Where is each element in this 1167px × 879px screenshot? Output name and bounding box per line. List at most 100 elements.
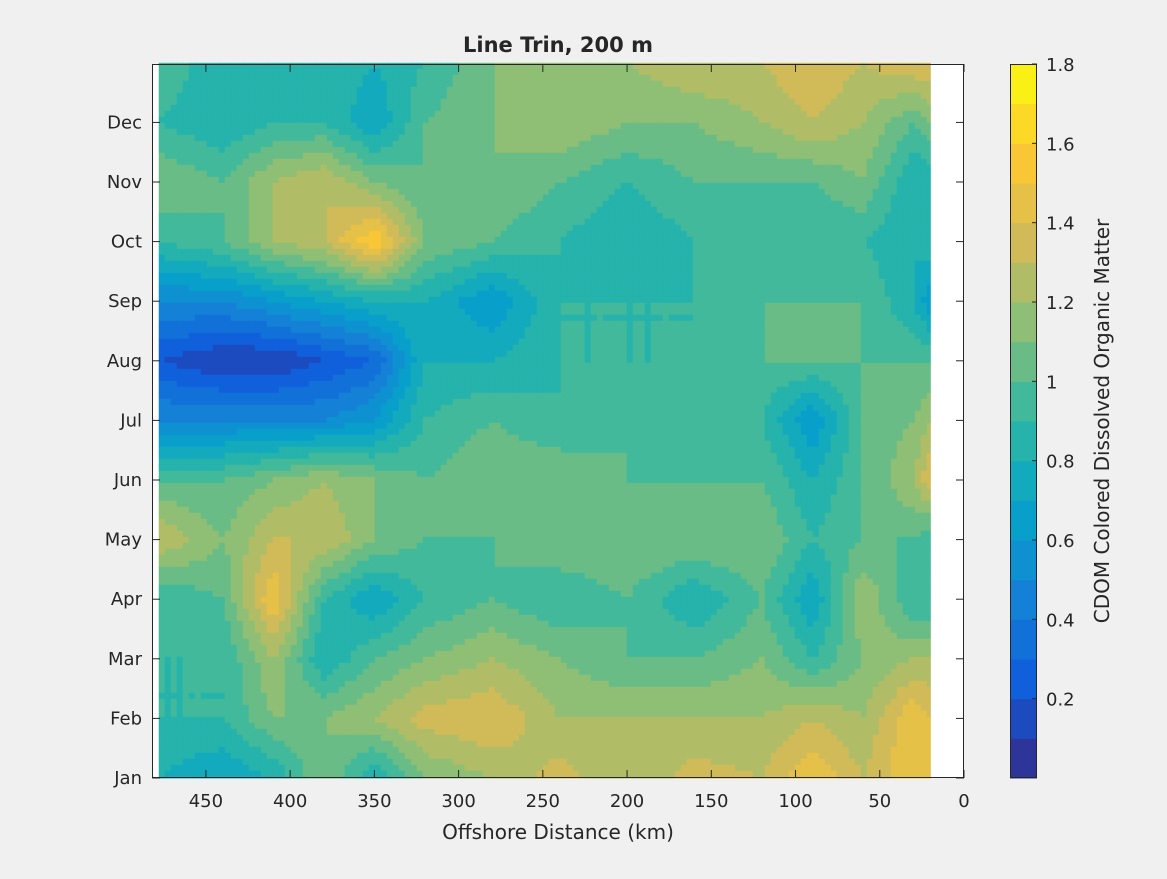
contour-cell [765,123,772,130]
contour-cell [309,135,316,142]
contour-cell [327,291,334,298]
contour-cell [807,195,814,202]
contour-cell [747,267,754,274]
contour-cell [387,189,394,196]
contour-cell [213,243,220,250]
contour-cell [465,219,472,226]
contour-cell [675,177,682,184]
contour-cell [513,225,520,232]
contour-cell [393,165,400,172]
contour-cell [777,81,784,88]
contour-cell [801,135,808,142]
contour-cell [873,243,880,250]
contour-cell [537,147,544,154]
contour-cell [327,213,334,220]
contour-cell [645,87,652,94]
contour-cell [669,75,676,82]
contour-cell [687,273,694,280]
contour-cell [813,285,820,292]
contour-cell [399,81,406,88]
contour-cell [765,159,772,166]
contour-cell [417,273,424,280]
contour-cell [867,87,874,94]
contour-cell [879,87,886,94]
contour-cell [621,213,628,220]
contour-cell [837,189,844,196]
contour-cell [501,135,508,142]
contour-cell [159,159,166,166]
contour-cell [849,123,856,130]
contour-cell [459,285,466,292]
contour-cell [465,75,472,82]
contour-cell [585,183,592,190]
contour-cell [249,123,256,130]
contour-cell [291,279,298,286]
contour-cell [375,69,382,76]
contour-cell [777,105,784,112]
contour-cell [531,105,538,112]
contour-cell [315,231,322,238]
contour-cell [177,207,184,214]
contour-cell [495,153,502,160]
contour-cell [657,153,664,160]
contour-cell [747,87,754,94]
contour-cell [321,177,328,184]
contour-cell [615,279,622,286]
contour-cell [357,63,364,70]
contour-cell [219,213,226,220]
contour-cell [393,81,400,88]
contour-cell [495,237,502,244]
contour-cell [801,255,808,261]
contour-cell [333,153,340,160]
contour-cell [819,165,826,172]
contour-cell [561,231,568,238]
contour-cell [621,69,628,76]
contour-cell [477,249,484,256]
contour-cell [369,159,376,166]
contour-cell [303,189,310,196]
contour-cell [867,201,874,208]
contour-cell [273,81,280,88]
contour-cell [903,117,910,124]
contour-cell [699,267,706,274]
contour-cell [807,237,814,244]
contour-cell [669,267,676,274]
contour-cell [453,99,460,106]
contour-cell [861,141,868,148]
contour-cell [705,261,712,268]
contour-cell [891,123,898,130]
contour-cell [723,111,730,118]
contour-cell [279,291,286,298]
contour-cell [315,153,322,160]
contour-cell [513,117,520,124]
contour-cell [237,255,244,261]
contour-cell [321,147,328,154]
contour-cell [825,273,832,280]
contour-cell [603,153,610,160]
contour-cell [873,219,880,226]
contour-cell [927,111,931,118]
contour-cell [267,225,274,232]
contour-cell [825,189,832,196]
contour-cell [789,207,796,214]
contour-cell [225,165,232,172]
contour-cell [567,123,574,130]
contour-cell [393,63,400,70]
contour-cell [675,201,682,208]
contour-cell [405,99,412,106]
contour-cell [453,195,460,202]
contour-cell [435,111,442,118]
contour-cell [405,243,412,250]
contour-cell [261,213,268,220]
contour-cell [687,231,694,238]
contour-cell [849,267,856,274]
contour-cell [333,171,340,178]
contour-cell [789,285,796,292]
contour-cell [693,267,700,274]
contour-cell [219,129,226,136]
contour-cell [429,231,436,238]
contour-cell [699,291,706,298]
contour-cell [483,207,490,214]
contour-cell [507,171,514,178]
contour-cell [399,171,406,178]
